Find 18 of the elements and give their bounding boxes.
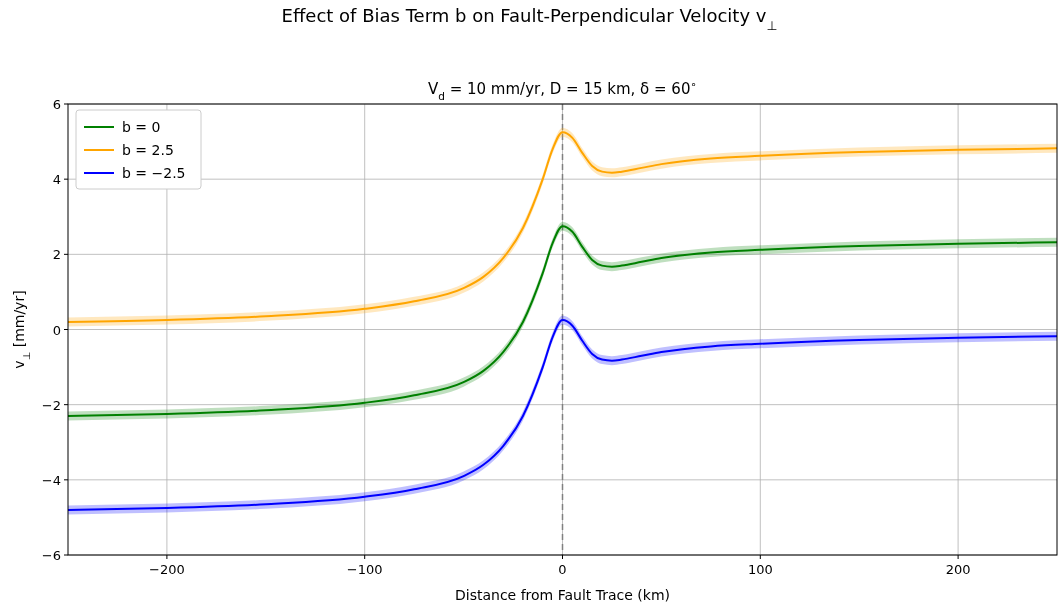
y-tick-label: 4	[52, 172, 61, 188]
x-tick-label: 0	[558, 562, 567, 577]
x-tick-label: −200	[149, 562, 185, 577]
x-axis-title: Distance from Fault Trace (km)	[454, 587, 671, 603]
legend-label: b = 0	[122, 119, 161, 135]
x-tick-label: 200	[945, 562, 971, 577]
chart-subtitle: V$_{d}$ = 10 mm/yr, D = 15 km, δ = 60$^{∘}$	[427, 78, 698, 102]
legend-label: b = 2.5	[122, 142, 174, 158]
legend-label: b = −2.5	[122, 165, 186, 181]
y-tick-label: 2	[52, 247, 61, 263]
y-tick-label: 0	[52, 322, 61, 338]
y-tick-label: −4	[41, 472, 61, 488]
y-tick-label: −6	[41, 548, 61, 563]
chart-title: Effect of Bias Term b on Fault-Perpendicular Velocity v$_{⊥}$	[281, 5, 778, 33]
x-tick-label: −100	[346, 562, 383, 577]
x-tick-label: 100	[747, 562, 773, 577]
y-tick-label: 6	[52, 97, 61, 112]
y-tick-label: −2	[41, 397, 61, 413]
